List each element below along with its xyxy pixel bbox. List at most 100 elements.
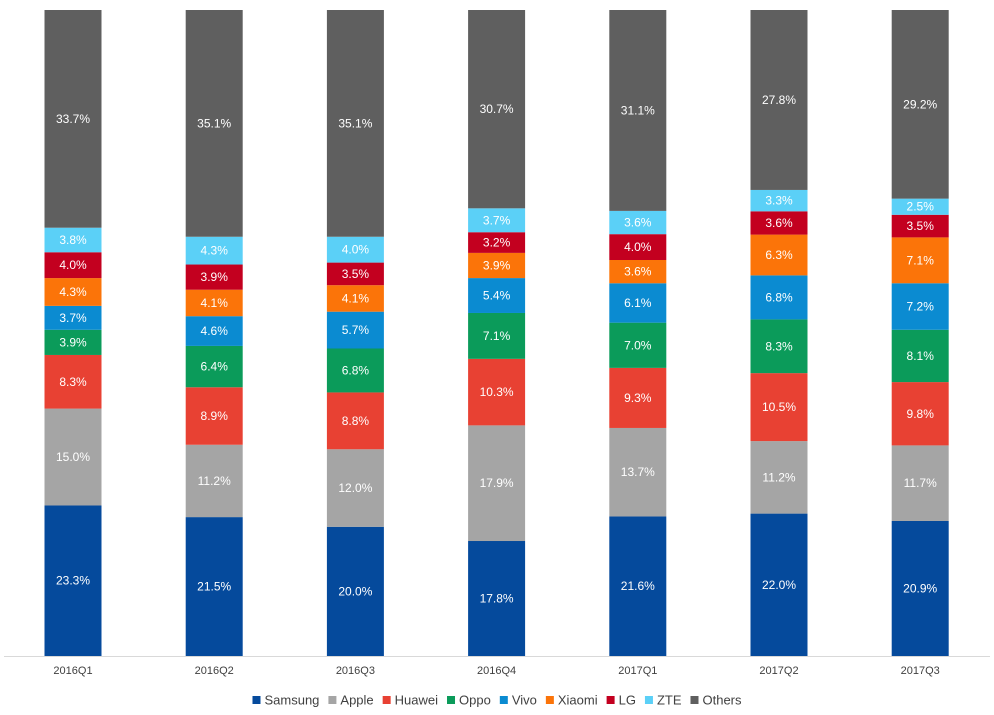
bar-segment-apple-2017Q3 xyxy=(891,445,949,521)
x-tick-label: 2016Q3 xyxy=(336,665,375,677)
data-label-xiaomi-2017Q2: 6.3% xyxy=(765,248,793,262)
bar-segment-apple-2016Q4 xyxy=(468,425,526,542)
bar-segment-samsung-2016Q1 xyxy=(44,505,102,656)
legend-item-zte: ZTE xyxy=(644,693,682,708)
data-label-samsung-2016Q1: 23.3% xyxy=(56,574,90,588)
data-label-lg-2016Q3: 3.5% xyxy=(342,267,370,281)
data-label-huawei-2017Q3: 9.8% xyxy=(907,407,935,421)
legend-label-vivo: Vivo xyxy=(512,693,537,708)
bar-segment-apple-2016Q1 xyxy=(44,408,102,506)
bar-segment-lg-2016Q4 xyxy=(468,232,526,253)
data-label-lg-2016Q4: 3.2% xyxy=(483,236,511,250)
bar-segment-others-2016Q3 xyxy=(326,10,384,237)
data-label-samsung-2017Q1: 21.6% xyxy=(621,579,655,593)
data-label-lg-2017Q1: 4.0% xyxy=(624,240,652,254)
data-label-oppo-2017Q3: 8.1% xyxy=(907,349,935,363)
bar-segment-xiaomi-2016Q4 xyxy=(468,252,526,279)
legend-swatch-zte xyxy=(644,696,653,704)
bar-segment-apple-2017Q1 xyxy=(609,427,667,517)
bar-segment-oppo-2017Q1 xyxy=(609,322,667,368)
bar-segment-zte-2017Q1 xyxy=(609,210,667,235)
bar-segment-xiaomi-2017Q3 xyxy=(891,237,949,284)
bar-stack-2016Q3: 20.0% 12.0% 8.8% 6.8% 5.7% 4.1% 3.5% 4.0% 35.1% xyxy=(326,10,384,656)
data-label-vivo-2016Q2: 4.6% xyxy=(201,324,229,338)
data-label-samsung-2016Q3: 20.0% xyxy=(338,584,372,598)
bar-segment-lg-2017Q1 xyxy=(609,234,667,261)
bar-segment-samsung-2016Q4 xyxy=(468,541,526,656)
bar-segment-oppo-2016Q1 xyxy=(44,329,102,355)
legend-swatch-apple xyxy=(328,696,337,704)
data-label-huawei-2017Q2: 10.5% xyxy=(762,400,796,414)
bar-segment-huawei-2017Q3 xyxy=(891,382,949,446)
bar-segment-zte-2017Q2 xyxy=(750,189,808,212)
bar-segment-oppo-2017Q3 xyxy=(891,329,949,383)
legend-label-zte: ZTE xyxy=(657,693,682,708)
bar-segment-lg-2017Q3 xyxy=(891,214,949,238)
data-label-huawei-2016Q3: 8.8% xyxy=(342,414,370,428)
data-label-oppo-2016Q1: 3.9% xyxy=(59,335,87,349)
bar-segment-zte-2017Q3 xyxy=(891,198,949,215)
bar-segment-vivo-2017Q3 xyxy=(891,283,949,330)
legend-swatch-huawei xyxy=(382,696,391,704)
data-label-samsung-2016Q2: 21.5% xyxy=(197,580,231,594)
data-label-others-2017Q2: 27.8% xyxy=(762,93,796,107)
data-label-vivo-2017Q3: 7.2% xyxy=(907,300,935,314)
bar-segment-others-2017Q2 xyxy=(750,10,808,190)
data-label-apple-2016Q4: 17.9% xyxy=(480,476,514,490)
bar-segment-vivo-2016Q3 xyxy=(326,311,384,349)
data-label-zte-2016Q4: 3.7% xyxy=(483,213,511,227)
legend-item-oppo: Oppo xyxy=(447,693,491,708)
bar-segment-huawei-2016Q2 xyxy=(185,387,243,445)
bar-segment-huawei-2017Q2 xyxy=(750,373,808,442)
bar-segment-vivo-2016Q1 xyxy=(44,305,102,330)
bar-segment-xiaomi-2017Q1 xyxy=(609,260,667,284)
legend-swatch-oppo xyxy=(447,696,456,704)
data-label-apple-2016Q2: 11.2% xyxy=(198,474,231,488)
data-label-huawei-2016Q1: 8.3% xyxy=(59,375,87,389)
bar-segment-lg-2017Q2 xyxy=(750,211,808,235)
legend-swatch-samsung xyxy=(252,696,261,704)
bar-segment-others-2017Q1 xyxy=(609,10,667,211)
bar-stack-2016Q4: 17.8% 17.9% 10.3% 7.1% 5.4% 3.9% 3.2% 3.7% 30.7% xyxy=(468,10,526,656)
bar-segment-others-2017Q3 xyxy=(891,10,949,199)
bar-segment-huawei-2016Q1 xyxy=(44,354,102,409)
data-label-xiaomi-2017Q1: 3.6% xyxy=(624,265,652,279)
bar-segment-samsung-2017Q3 xyxy=(891,520,949,656)
legend-label-xiaomi: Xiaomi xyxy=(558,693,598,708)
bar-stack-2016Q2: 21.5% 11.2% 8.9% 6.4% 4.6% 4.1% 3.9% 4.3% 35.1% xyxy=(185,10,243,656)
data-label-xiaomi-2016Q4: 3.9% xyxy=(483,258,511,272)
data-label-xiaomi-2016Q3: 4.1% xyxy=(342,291,370,305)
bar-segment-oppo-2016Q3 xyxy=(326,348,384,393)
data-label-oppo-2016Q2: 6.4% xyxy=(201,360,229,374)
data-label-others-2017Q3: 29.2% xyxy=(903,97,937,111)
data-label-lg-2017Q2: 3.6% xyxy=(765,216,793,230)
bar-segment-xiaomi-2016Q3 xyxy=(326,285,384,312)
x-tick-label: 2017Q2 xyxy=(759,665,798,677)
x-tick-labels: 2016Q1 2016Q2 2016Q3 2016Q4 2017Q1 2017Q2 2017… xyxy=(53,665,939,677)
data-label-oppo-2016Q4: 7.1% xyxy=(483,329,511,343)
bar-segment-huawei-2017Q1 xyxy=(609,367,667,428)
legend-label-samsung: Samsung xyxy=(264,693,319,708)
bar-segment-xiaomi-2017Q2 xyxy=(750,234,808,276)
legend-item-vivo: Vivo xyxy=(499,693,537,708)
x-tick-label: 2016Q1 xyxy=(53,665,92,677)
bar-segment-oppo-2017Q2 xyxy=(750,319,808,374)
data-label-huawei-2016Q2: 8.9% xyxy=(201,409,229,423)
data-label-huawei-2017Q1: 9.3% xyxy=(624,391,652,405)
x-tick-label: 2017Q3 xyxy=(901,665,940,677)
data-label-zte-2017Q3: 2.5% xyxy=(907,200,935,214)
bar-segment-apple-2016Q3 xyxy=(326,449,384,527)
legend-label-huawei: Huawei xyxy=(395,693,438,708)
legend-item-apple: Apple xyxy=(328,693,374,708)
legend-item-others: Others xyxy=(690,693,742,708)
bar-segment-samsung-2017Q2 xyxy=(750,513,808,656)
x-tick-label: 2017Q1 xyxy=(618,665,657,677)
data-label-apple-2016Q3: 12.0% xyxy=(338,481,372,495)
data-label-apple-2017Q1: 13.7% xyxy=(621,465,655,479)
bar-segment-zte-2016Q1 xyxy=(44,227,102,253)
legend: Samsung Apple Huawei Oppo Vivo Xiaomi LG ZTE Oth… xyxy=(252,693,742,708)
data-label-others-2017Q1: 31.1% xyxy=(621,103,655,117)
data-label-samsung-2017Q2: 22.0% xyxy=(762,578,796,592)
bar-segment-lg-2016Q2 xyxy=(185,264,243,290)
